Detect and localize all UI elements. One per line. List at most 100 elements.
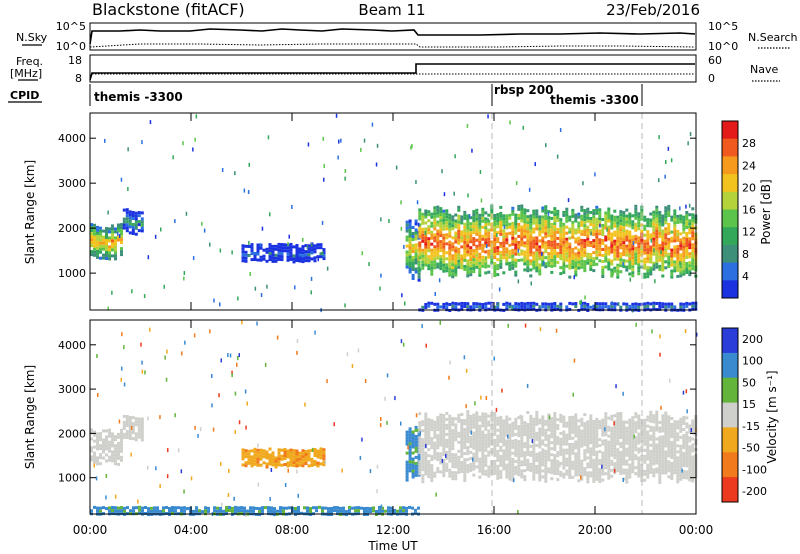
scatter-cell: [571, 448, 575, 452]
scatter-cell: [487, 240, 491, 244]
scatter-cell: [90, 244, 93, 248]
scatter-cell: [583, 212, 587, 216]
scatter-cell: [457, 431, 461, 435]
scatter-cell: [463, 240, 467, 244]
scatter-cell: [442, 302, 446, 306]
speckle-cell: [123, 345, 125, 350]
scatter-cell: [445, 251, 449, 255]
scatter-cell: [619, 463, 623, 466]
speckle-cell: [590, 231, 592, 236]
scatter-cell: [424, 306, 428, 309]
scatter-cell: [414, 446, 418, 450]
cpid-segment-3: themis -3300: [550, 93, 639, 107]
speckle-cell: [166, 474, 169, 479]
scatter-cell: [529, 450, 533, 454]
scatter-cell: [301, 254, 305, 258]
scatter-cell: [445, 417, 449, 421]
speckle-cell: [218, 393, 220, 398]
scatter-cell: [268, 456, 272, 460]
scatter-cell: [508, 450, 512, 454]
scatter-cell: [286, 255, 290, 259]
scatter-cell: [679, 256, 683, 260]
scatter-cell: [541, 469, 545, 473]
scatter-cell: [634, 237, 638, 241]
scatter-cell: [541, 433, 545, 437]
scatter-cell: [454, 213, 458, 217]
scatter-cell: [664, 450, 668, 454]
speckle-cell: [184, 340, 186, 345]
scatter-cell: [475, 265, 479, 269]
scatter-cell: [553, 433, 557, 436]
scatter-cell: [637, 254, 641, 258]
scatter-cell: [487, 414, 491, 418]
speckle-cell: [121, 366, 123, 371]
scatter-cell: [649, 425, 653, 429]
scatter-cell: [685, 214, 689, 217]
scatter-cell: [532, 263, 536, 267]
scatter-cell: [442, 263, 446, 267]
scatter-cell: [622, 214, 626, 218]
scatter-cell: [108, 455, 111, 459]
scatter-cell: [228, 509, 231, 512]
scatter-cell: [508, 432, 512, 436]
scatter-cell: [244, 461, 248, 465]
speckle-cell: [635, 322, 637, 327]
scatter-cell: [619, 243, 623, 247]
scatter-cell: [661, 250, 665, 254]
scatter-cell: [562, 451, 566, 455]
scatter-cell: [637, 450, 641, 454]
scatter-cell: [463, 249, 467, 253]
scatter-cell: [643, 436, 647, 440]
scatter-cell: [568, 443, 572, 446]
scatter-cell: [313, 256, 317, 260]
scatter-region: [418, 410, 698, 484]
scatter-cell: [625, 468, 629, 472]
speckle-cell: [194, 137, 196, 142]
scatter-cell: [631, 467, 635, 471]
scatter-cell: [595, 426, 599, 430]
speckle-cell: [681, 468, 683, 473]
scatter-cell: [289, 460, 293, 464]
scatter-cell: [460, 461, 464, 464]
scatter-cell: [96, 456, 99, 460]
scatter-cell: [628, 472, 632, 476]
scatter-cell: [574, 458, 578, 462]
scatter-cell: [547, 231, 551, 235]
scatter-cell: [484, 305, 488, 309]
scatter-cell: [295, 253, 299, 256]
scatter-cell: [505, 235, 509, 239]
scatter-cell: [469, 423, 473, 427]
scatter-cell: [625, 441, 629, 445]
scatter-cell: [484, 445, 488, 449]
scatter-cell: [598, 450, 602, 454]
scatter-cell: [598, 462, 602, 466]
scatter-cell: [670, 263, 674, 267]
scatter-cell: [262, 461, 266, 465]
scatter-cell: [408, 252, 412, 256]
scatter-cell: [475, 426, 479, 430]
scatter-cell: [682, 434, 686, 437]
scatter-cell: [424, 303, 428, 306]
scatter-cell: [414, 440, 418, 444]
scatter-cell: [634, 228, 638, 232]
scatter-cell: [514, 264, 518, 268]
scatter-cell: [153, 506, 156, 510]
scatter-cell: [691, 237, 695, 241]
scatter-cell: [637, 474, 641, 478]
scatter-cell: [523, 223, 527, 227]
scatter-cell: [128, 434, 132, 437]
scatter-cell: [405, 250, 409, 254]
scatter-cell: [658, 441, 662, 445]
scatter-cell: [529, 259, 533, 263]
scatter-cell: [128, 431, 132, 434]
scatter-cell: [691, 458, 695, 462]
scatter-cell: [484, 244, 488, 248]
noise-left-tick-high: 10^5: [56, 20, 86, 33]
scatter-cell: [631, 235, 635, 239]
scatter-cell: [583, 307, 587, 311]
scatter-cell: [580, 241, 584, 245]
scatter-cell: [685, 422, 689, 426]
scatter-cell: [427, 228, 431, 232]
scatter-cell: [622, 468, 626, 472]
